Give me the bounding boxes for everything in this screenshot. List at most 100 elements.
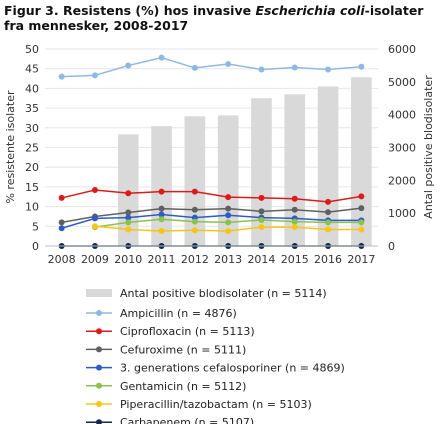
legend-swatch-bar [86, 289, 112, 297]
data-point [358, 226, 365, 233]
data-point [158, 54, 165, 61]
data-point [158, 205, 165, 212]
series-line [61, 213, 362, 229]
y-axis-label-right: Antal positive blodisolater [422, 75, 435, 219]
bar [251, 98, 272, 246]
x-tick-label: 2010 [114, 253, 142, 266]
data-point [258, 216, 265, 223]
data-point [325, 219, 332, 226]
y-tick-left: 30 [25, 122, 39, 135]
data-point [158, 216, 165, 223]
data-point [125, 219, 132, 226]
x-tick-label: 2013 [214, 253, 242, 266]
y-tick-left: 0 [32, 240, 39, 253]
y-tick-right: 3000 [388, 142, 416, 155]
line-series-group [58, 54, 365, 80]
legend-marker [96, 419, 102, 424]
legend-marker [96, 310, 102, 316]
data-point [225, 219, 232, 226]
legend-label: Ciprofloxacin (n = 5113) [120, 325, 255, 338]
legend-marker [96, 346, 102, 353]
data-point [225, 205, 232, 212]
y-tick-right: 4000 [388, 109, 416, 122]
bar-series [117, 77, 372, 247]
y-tick-left: 15 [25, 181, 39, 194]
y-tick-right: 6000 [388, 43, 416, 56]
data-point [258, 224, 265, 231]
bar [217, 115, 239, 246]
data-point [291, 224, 298, 231]
bar [351, 77, 372, 246]
data-point [58, 219, 65, 226]
data-point [58, 194, 65, 201]
data-point [258, 66, 265, 73]
legend-label: Carbapenem (n = 5107) [120, 416, 254, 424]
y-tick-left: 45 [25, 63, 39, 76]
data-point [225, 212, 232, 219]
data-point [125, 214, 132, 221]
data-point [225, 228, 232, 235]
data-point [191, 206, 198, 213]
data-point [191, 188, 198, 195]
data-point [125, 62, 132, 69]
legend-label: Piperacillin/tazobactam (n = 5103) [120, 398, 312, 411]
data-point [58, 225, 65, 232]
series-line [61, 207, 362, 224]
legend-label: Gentamicin (n = 5112) [120, 380, 246, 393]
data-point [325, 226, 332, 233]
y-tick-left: 5 [32, 220, 39, 233]
data-point [358, 205, 365, 212]
data-point [358, 63, 365, 70]
title-italic: Escherichia coli [255, 3, 365, 18]
x-tick-label: 2011 [148, 253, 176, 266]
data-point [191, 227, 198, 234]
data-point [225, 60, 232, 67]
y-tick-right: 2000 [388, 174, 416, 187]
y-tick-left: 50 [25, 43, 39, 56]
data-point [91, 72, 98, 79]
x-tick-label: 2008 [48, 253, 76, 266]
x-tick-label: 2014 [247, 253, 275, 266]
data-point [158, 228, 165, 235]
data-point [258, 194, 265, 201]
bar [317, 86, 339, 247]
legend-marker [96, 364, 102, 371]
legend-marker [96, 401, 102, 407]
x-tick-label: 2015 [281, 253, 309, 266]
line-series-group [91, 223, 365, 235]
legend-label: 3. generations cefalosporiner (n = 4869) [120, 362, 345, 375]
data-point [358, 219, 365, 226]
legend-label: Ampicillin (n = 4876) [120, 307, 237, 320]
title-suffix: -isolater fra mennesker, 2008-2017 [4, 3, 424, 33]
data-point [191, 64, 198, 71]
x-tick-label: 2016 [314, 253, 342, 266]
bar [151, 126, 172, 246]
data-point [91, 215, 98, 222]
data-point [258, 208, 265, 215]
line-series-group [58, 187, 365, 205]
data-point [325, 209, 332, 216]
data-point [291, 218, 298, 225]
data-point [358, 193, 365, 200]
data-point [191, 218, 198, 225]
data-point [291, 206, 298, 213]
legend-marker [96, 382, 102, 389]
y-tick-right: 1000 [388, 207, 416, 220]
data-point [125, 190, 132, 197]
legend-label: Antal positive blodisolater (n = 5114) [120, 287, 327, 300]
chart-title: Figur 3. Resistens (%) hos invasive Esch… [4, 3, 436, 33]
legend-marker [96, 328, 102, 335]
data-point [125, 209, 132, 216]
series-line [61, 56, 362, 78]
data-point [125, 226, 132, 233]
title-prefix: Figur 3. Resistens (%) hos invasive [4, 3, 256, 18]
data-point [291, 64, 298, 71]
axes: 0 5 10 15 20 25 30 35 40 45 50 0 1000 2000 3000 4000 500… [25, 43, 416, 266]
series-line [61, 189, 362, 203]
data-point [291, 195, 298, 202]
y-tick-left: 25 [25, 142, 39, 155]
y-tick-left: 35 [25, 102, 39, 115]
data-point [225, 194, 232, 201]
x-tick-label: 2009 [81, 253, 109, 266]
